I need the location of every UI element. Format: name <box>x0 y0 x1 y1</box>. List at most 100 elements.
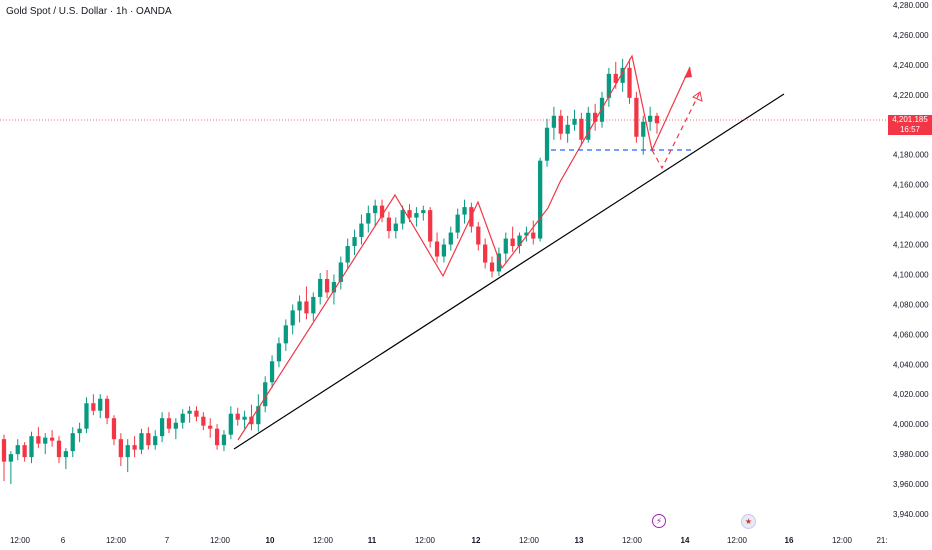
candle-body <box>290 310 295 326</box>
candle-body <box>489 262 495 272</box>
x-tick-label: 10 <box>266 536 275 545</box>
candle-body <box>84 403 89 429</box>
x-tick-label: 12:00 <box>210 536 231 545</box>
candle-body <box>8 454 14 462</box>
candle-body <box>331 281 337 293</box>
candle-body <box>634 97 639 137</box>
candle-body <box>269 361 275 383</box>
candle-body <box>56 440 62 458</box>
candle-body <box>43 437 48 444</box>
candle-body <box>379 205 385 218</box>
projection-path <box>651 91 701 170</box>
candle-body <box>146 433 151 446</box>
candle-body <box>476 226 481 245</box>
x-tick-label: 12:00 <box>727 536 748 545</box>
x-tick-label: 12:00 <box>10 536 31 545</box>
x-tick-label: 12:00 <box>106 536 127 545</box>
x-tick-label: 12:00 <box>313 536 334 545</box>
candle-body <box>586 112 591 140</box>
candle-body <box>63 451 68 458</box>
candle-body <box>462 207 467 215</box>
candle-body <box>366 213 371 224</box>
candle-body <box>221 434 227 446</box>
candle-body <box>159 418 165 437</box>
candle-body <box>421 210 426 214</box>
axes: 4,280.000 4,260.000 4,240.000 4,220.000 4,20… <box>10 1 929 545</box>
candle-body <box>70 433 75 452</box>
y-tick-label: 4,000.000 <box>893 420 929 429</box>
y-tick-label: 4,040.000 <box>893 360 929 369</box>
candle-body <box>180 413 185 423</box>
x-tick-label: 21: <box>876 536 887 545</box>
candle-body <box>496 253 502 272</box>
candle-body <box>104 398 110 419</box>
candle-body <box>373 205 378 214</box>
candle-body <box>304 301 309 314</box>
candle-body <box>572 118 577 125</box>
candle-body <box>551 115 557 128</box>
y-tick-label: 4,240.000 <box>893 61 929 70</box>
candle-body <box>483 244 488 263</box>
zigzag-pattern <box>237 54 691 441</box>
y-tick-label: 4,220.000 <box>893 91 929 100</box>
candle-body <box>111 418 117 440</box>
candle-body <box>448 232 453 245</box>
y-tick-label: 4,120.000 <box>893 241 929 250</box>
y-tick-label: 4,140.000 <box>893 211 929 220</box>
candle-body <box>503 238 508 254</box>
candle-body <box>324 278 330 293</box>
y-tick-label: 4,180.000 <box>893 151 929 160</box>
candle-body <box>166 418 172 429</box>
y-tick-label: 3,940.000 <box>893 510 929 519</box>
candle-body <box>139 433 144 450</box>
candle-body <box>386 217 392 232</box>
x-tick-label: 12:00 <box>415 536 436 545</box>
candle-body <box>36 436 41 444</box>
candle-body <box>620 67 625 83</box>
candle-body <box>208 425 213 429</box>
lightning-event-icon[interactable]: ⚡ <box>652 514 666 528</box>
x-tick-label: 6 <box>61 536 66 545</box>
candle-body <box>558 115 563 134</box>
candle-body <box>187 410 192 414</box>
candle-body <box>510 238 515 247</box>
candle-body <box>455 214 460 233</box>
candle-body <box>49 437 55 441</box>
candle-body <box>235 413 240 420</box>
us-flag-event-icon[interactable]: ★ <box>741 514 756 529</box>
last-price-badge: 4,201.185 16:57 <box>888 115 932 135</box>
candle-body <box>118 439 123 458</box>
candle-body <box>98 398 103 411</box>
candle-body <box>228 413 233 435</box>
y-tick-label: 3,960.000 <box>893 480 929 489</box>
candle-body <box>531 232 536 239</box>
candle-body <box>256 406 261 425</box>
x-tick-label: 16 <box>785 536 794 545</box>
last-price-value: 4,201.185 <box>892 115 928 124</box>
candle-body <box>565 124 570 134</box>
candle-body <box>214 428 220 446</box>
candle-body <box>599 97 605 122</box>
candle-body <box>338 262 343 282</box>
candle-body <box>441 244 447 257</box>
drawings <box>0 54 888 450</box>
candle-body <box>400 210 405 224</box>
candle-body <box>318 278 323 297</box>
candle-body <box>434 241 440 257</box>
candle-body <box>91 403 96 411</box>
y-tick-label: 3,980.000 <box>893 450 929 459</box>
candle-body <box>125 445 130 458</box>
x-tick-label: 11 <box>368 536 377 545</box>
y-tick-label: 4,160.000 <box>893 181 929 190</box>
candle-body <box>276 343 282 362</box>
candle-body <box>311 296 316 314</box>
y-tick-label: 4,100.000 <box>893 270 929 279</box>
candle-body <box>524 232 529 236</box>
candle-body <box>647 115 653 122</box>
candle-body <box>132 445 137 450</box>
x-tick-label: 13 <box>575 536 584 545</box>
symbol-title: Gold Spot / U.S. Dollar · 1h · OANDA <box>6 6 172 17</box>
y-tick-label: 4,260.000 <box>893 31 929 40</box>
y-tick-label: 4,020.000 <box>893 390 929 399</box>
